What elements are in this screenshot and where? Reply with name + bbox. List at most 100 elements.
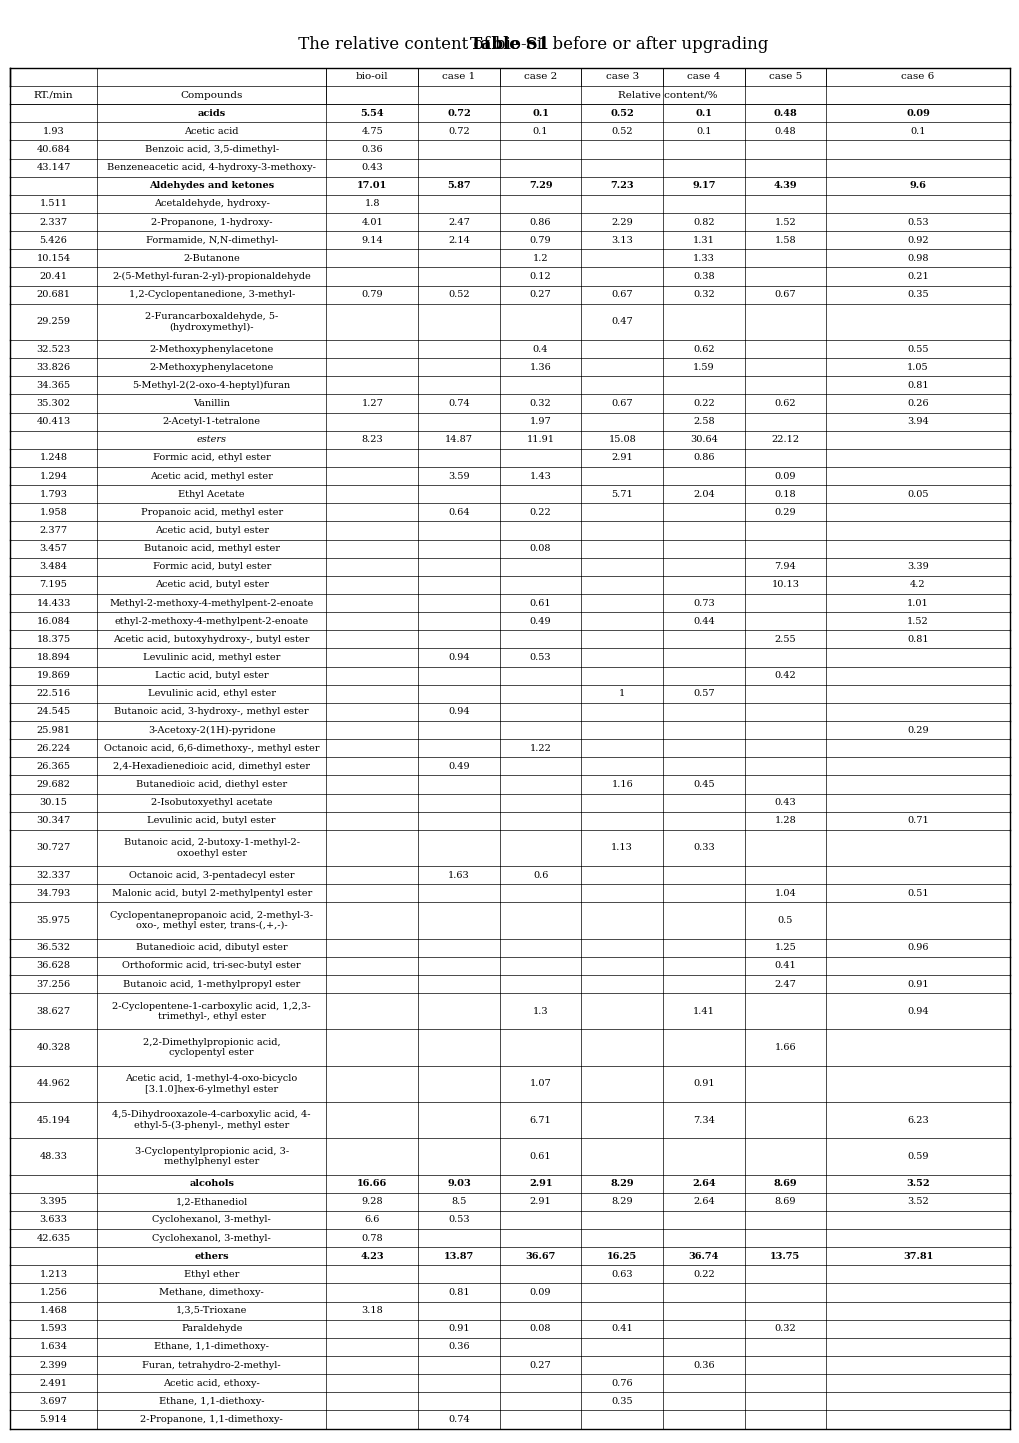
Text: 3.457: 3.457	[40, 544, 67, 553]
Text: 0.67: 0.67	[610, 290, 633, 299]
Text: 0.18: 0.18	[773, 489, 796, 499]
Text: 19.869: 19.869	[37, 671, 70, 680]
Text: 37.81: 37.81	[902, 1251, 932, 1261]
Text: Benzoic acid, 3,5-dimethyl-: Benzoic acid, 3,5-dimethyl-	[145, 144, 278, 154]
Text: 29.682: 29.682	[37, 781, 70, 789]
Text: 14.87: 14.87	[444, 436, 473, 444]
Text: 0.08: 0.08	[529, 1325, 551, 1333]
Text: 36.74: 36.74	[688, 1251, 718, 1261]
Text: 2-Propanone, 1,1-dimethoxy-: 2-Propanone, 1,1-dimethoxy-	[141, 1416, 282, 1424]
Text: 2.491: 2.491	[40, 1378, 67, 1388]
Text: 1.33: 1.33	[692, 254, 714, 263]
Text: Levulinic acid, ethyl ester: Levulinic acid, ethyl ester	[148, 690, 275, 698]
Text: 0.1: 0.1	[532, 108, 548, 118]
Text: 37.256: 37.256	[37, 980, 70, 988]
Text: 15.08: 15.08	[607, 436, 636, 444]
Text: 2-Furancarboxaldehyde, 5-
(hydroxymethyl)-: 2-Furancarboxaldehyde, 5- (hydroxymethyl…	[145, 312, 278, 332]
Text: 32.523: 32.523	[37, 345, 70, 354]
Text: 0.32: 0.32	[692, 290, 714, 299]
Text: 1.04: 1.04	[773, 889, 796, 898]
Text: 0.1: 0.1	[695, 108, 711, 118]
Text: 1.52: 1.52	[906, 616, 928, 626]
Text: RT./min: RT./min	[34, 91, 73, 100]
Text: 5.87: 5.87	[446, 182, 471, 190]
Text: 0.09: 0.09	[773, 472, 796, 481]
Text: 4.23: 4.23	[360, 1251, 384, 1261]
Text: 22.12: 22.12	[770, 436, 799, 444]
Text: 0.72: 0.72	[446, 108, 471, 118]
Text: 2,4-Hexadienedioic acid, dimethyl ester: 2,4-Hexadienedioic acid, dimethyl ester	[113, 762, 310, 771]
Text: 7.195: 7.195	[40, 580, 67, 589]
Text: 0.41: 0.41	[773, 961, 796, 970]
Text: 0.53: 0.53	[906, 218, 928, 227]
Text: case 3: case 3	[605, 72, 638, 81]
Text: acids: acids	[198, 108, 225, 118]
Text: 36.532: 36.532	[37, 944, 70, 952]
Text: 0.51: 0.51	[906, 889, 928, 898]
Text: 20.41: 20.41	[40, 271, 67, 281]
Text: 1.213: 1.213	[40, 1270, 67, 1278]
Text: 0.74: 0.74	[447, 398, 470, 408]
Text: 0.1: 0.1	[532, 127, 548, 136]
Text: 0.53: 0.53	[529, 654, 551, 662]
Text: 9.28: 9.28	[361, 1198, 383, 1206]
Text: 0.49: 0.49	[447, 762, 470, 771]
Text: Acetaldehyde, hydroxy-: Acetaldehyde, hydroxy-	[154, 199, 269, 208]
Text: 1,3,5-Trioxane: 1,3,5-Trioxane	[176, 1306, 247, 1315]
Text: 2-Butanone: 2-Butanone	[183, 254, 239, 263]
Text: 17.01: 17.01	[357, 182, 387, 190]
Text: 40.328: 40.328	[37, 1043, 70, 1052]
Text: Cyclopentanepropanoic acid, 2-methyl-3-
oxo-, methyl ester, trans-(,+,-)-: Cyclopentanepropanoic acid, 2-methyl-3- …	[110, 911, 313, 931]
Text: 25.981: 25.981	[37, 726, 70, 734]
Text: 16.25: 16.25	[606, 1251, 637, 1261]
Text: 0.44: 0.44	[692, 616, 714, 626]
Text: Cyclohexanol, 3-methyl-: Cyclohexanol, 3-methyl-	[152, 1234, 271, 1242]
Text: 0.29: 0.29	[906, 726, 928, 734]
Text: 1.511: 1.511	[40, 199, 67, 208]
Text: 0.98: 0.98	[906, 254, 928, 263]
Text: 4.01: 4.01	[361, 218, 383, 227]
Text: 0.61: 0.61	[529, 1152, 551, 1162]
Text: 0.27: 0.27	[529, 290, 551, 299]
Text: 0.72: 0.72	[447, 127, 470, 136]
Text: Acetic acid: Acetic acid	[184, 127, 238, 136]
Text: 0.52: 0.52	[447, 290, 470, 299]
Text: 0.09: 0.09	[529, 1289, 551, 1297]
Text: 2.64: 2.64	[692, 1198, 714, 1206]
Text: Butanoic acid, methyl ester: Butanoic acid, methyl ester	[144, 544, 279, 553]
Text: 5-Methyl-2(2-oxo-4-heptyl)furan: 5-Methyl-2(2-oxo-4-heptyl)furan	[132, 381, 290, 390]
Text: 4.39: 4.39	[772, 182, 797, 190]
Text: 30.64: 30.64	[689, 436, 717, 444]
Text: 2-Cyclopentene-1-carboxylic acid, 1,2,3-
trimethyl-, ethyl ester: 2-Cyclopentene-1-carboxylic acid, 1,2,3-…	[112, 1001, 311, 1022]
Text: 0.74: 0.74	[447, 1416, 470, 1424]
Text: 3.18: 3.18	[361, 1306, 383, 1315]
Text: 2.47: 2.47	[773, 980, 796, 988]
Text: 13.75: 13.75	[769, 1251, 800, 1261]
Text: 0.61: 0.61	[529, 599, 551, 608]
Text: 0.52: 0.52	[609, 108, 634, 118]
Text: Orthoformic acid, tri-sec-butyl ester: Orthoformic acid, tri-sec-butyl ester	[122, 961, 301, 970]
Text: Formic acid, butyl ester: Formic acid, butyl ester	[153, 563, 270, 571]
Text: 0.59: 0.59	[906, 1152, 928, 1162]
Text: 40.413: 40.413	[37, 417, 70, 426]
Text: Furan, tetrahydro-2-methyl-: Furan, tetrahydro-2-methyl-	[143, 1361, 280, 1369]
Text: 0.55: 0.55	[906, 345, 928, 354]
Text: Acetic acid, butoxyhydroxy-, butyl ester: Acetic acid, butoxyhydroxy-, butyl ester	[113, 635, 310, 644]
Text: 7.94: 7.94	[773, 563, 796, 571]
Text: 0.4: 0.4	[532, 345, 548, 354]
Text: 7.34: 7.34	[692, 1115, 714, 1124]
Text: Formic acid, ethyl ester: Formic acid, ethyl ester	[153, 453, 270, 462]
Text: Relative content/%: Relative content/%	[618, 91, 717, 100]
Text: Propanoic acid, methyl ester: Propanoic acid, methyl ester	[141, 508, 282, 517]
Text: 1.27: 1.27	[361, 398, 383, 408]
Text: 2.64: 2.64	[691, 1179, 715, 1188]
Text: 1.58: 1.58	[773, 235, 796, 245]
Text: 0.43: 0.43	[361, 163, 383, 172]
Text: 9.14: 9.14	[361, 235, 383, 245]
Text: 14.433: 14.433	[37, 599, 70, 608]
Text: 22.516: 22.516	[37, 690, 70, 698]
Text: 0.22: 0.22	[692, 1270, 714, 1278]
Text: 4.2: 4.2	[909, 580, 925, 589]
Text: 0.53: 0.53	[447, 1215, 470, 1225]
Text: 0.67: 0.67	[773, 290, 796, 299]
